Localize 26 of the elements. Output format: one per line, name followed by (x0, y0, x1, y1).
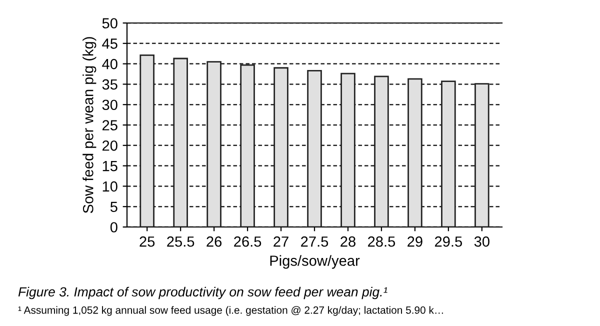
y-tick-label: 20 (102, 140, 118, 151)
x-tick-label: 27 (274, 236, 288, 247)
y-tick-label: 0 (110, 222, 118, 232)
y-tick-label: 30 (102, 100, 118, 110)
x-tick-label: 28 (340, 236, 356, 247)
text: Figure 3. Impact of sow productivity on sow feed per wean pig.¹ (18, 286, 388, 300)
x-tick-label: 26 (206, 236, 222, 247)
y-tick-label: 45 (102, 38, 118, 49)
y-tick-label: 40 (102, 58, 118, 70)
y-tick-label: 35 (102, 79, 118, 90)
y-tick-label: 25 (102, 120, 118, 130)
x-tick-label: 29 (408, 236, 422, 247)
x-tick-label: 30 (474, 236, 490, 247)
text: ¹ Assuming 1,052 kg annual sow feed usage (i.e. gestation @ 2.27 kg/day; lactation 5.90 k… (18, 306, 443, 316)
x-axis-title: Pigs/sow/year (270, 255, 360, 269)
x-tick-label: 29.5 (434, 236, 462, 247)
x-tick-label: 26.5 (234, 236, 262, 247)
x-tick-label: 27.5 (301, 236, 328, 247)
y-axis-title: Sow feed per wean pig (kg) (82, 37, 96, 214)
y-tick-label: 10 (102, 181, 118, 192)
y-tick-label: 15 (102, 161, 118, 172)
x-tick-label: 28.5 (368, 236, 396, 247)
x-tick-label: 25.5 (167, 236, 194, 247)
y-tick-label: 50 (102, 18, 118, 28)
y-tick-label: 5 (110, 202, 118, 212)
x-tick-label: 25 (140, 236, 155, 247)
